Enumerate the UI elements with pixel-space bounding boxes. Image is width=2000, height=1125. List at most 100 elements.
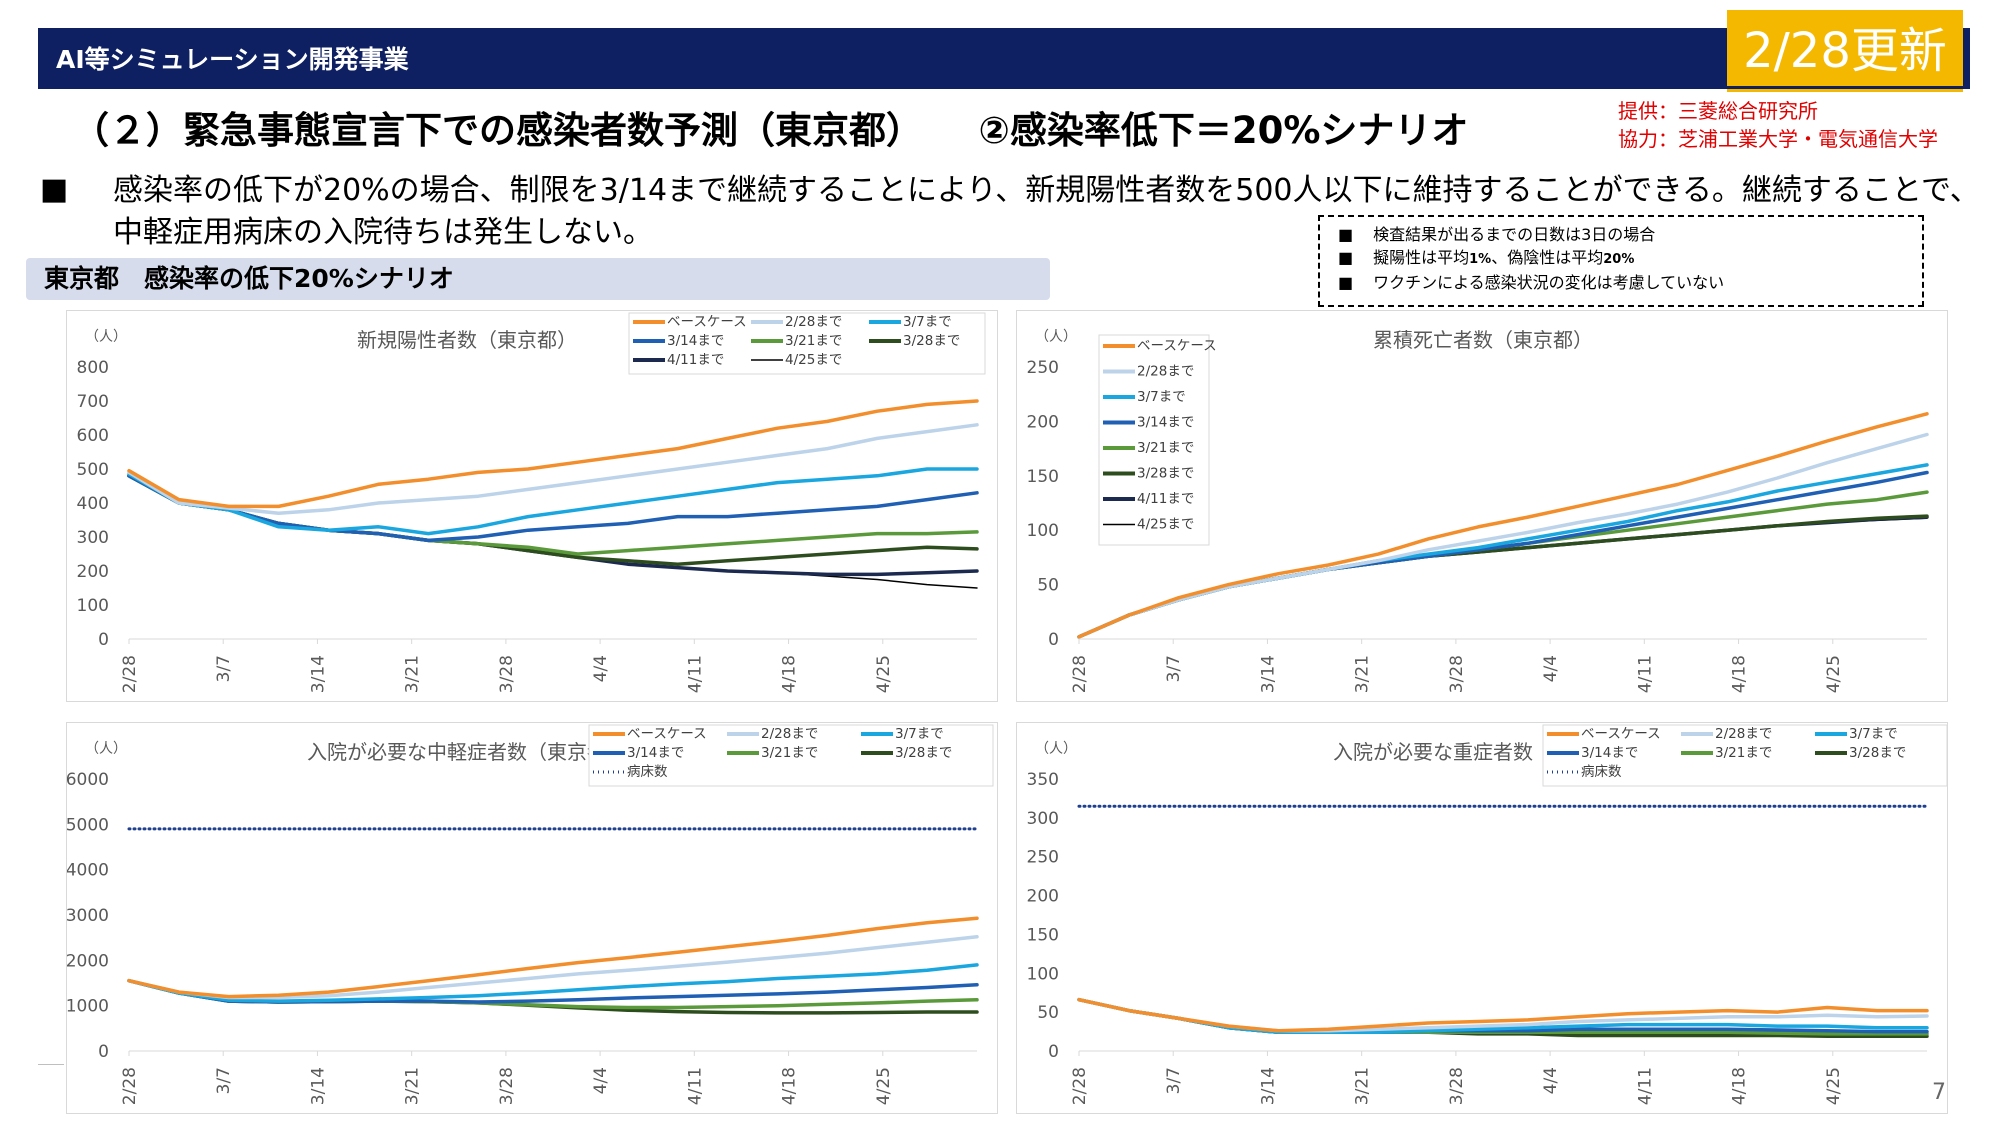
legend-label: 3/14まで xyxy=(1581,745,1638,761)
legend-label: 病床数 xyxy=(1581,764,1622,780)
legend-box xyxy=(628,312,986,375)
x-tick-label: 4/25 xyxy=(874,1067,894,1105)
x-tick-label: 3/21 xyxy=(403,1067,423,1105)
legend-box xyxy=(1542,724,1948,787)
legend-label: 3/7まで xyxy=(903,314,952,330)
series-line-c314 xyxy=(127,474,979,543)
legend-label: 病床数 xyxy=(627,764,668,780)
y-tick-label: 200 xyxy=(1027,887,1059,907)
legend-label: 3/28まで xyxy=(1849,745,1906,761)
chart-title: 新規陽性者数（東京都） xyxy=(357,328,577,352)
x-tick-label: 2/28 xyxy=(120,1067,140,1105)
y-tick-label: 50 xyxy=(1037,1003,1059,1023)
chart-title: 入院が必要な中軽症者数（東京都） xyxy=(307,740,627,764)
series-line-base xyxy=(127,916,979,999)
x-tick-label: 3/28 xyxy=(1447,1067,1467,1105)
note-row: ■ ワクチンによる感染状況の変化は考慮していない xyxy=(1338,271,1912,294)
note-part-bold: 1% xyxy=(1469,252,1492,267)
legend-label: 3/21まで xyxy=(761,745,818,761)
x-tick-label: 4/18 xyxy=(780,1067,800,1105)
note-text: ワクチンによる感染状況の変化は考慮していない xyxy=(1373,273,1725,292)
legend-label: 2/28まで xyxy=(1137,364,1194,380)
x-tick-label: 4/4 xyxy=(591,1067,611,1094)
legend-label: 2/28まで xyxy=(785,314,842,330)
legend-label: 3/7まで xyxy=(1137,389,1186,405)
chart-svg: 新規陽性者数（東京都） （人） 0 100 200 300 400 500 600 700 800 2… xyxy=(77,312,986,693)
note-text: 検査結果が出るまでの日数は3日の場合 xyxy=(1373,225,1656,244)
series-line-c228 xyxy=(127,423,979,515)
y-tick-label: 300 xyxy=(77,528,109,548)
y-tick-label: 150 xyxy=(1027,467,1059,487)
y-tick-label: 700 xyxy=(77,392,109,412)
series-line-base xyxy=(1077,412,1929,639)
x-tick-label: 3/21 xyxy=(403,655,423,693)
x-tick-label: 4/25 xyxy=(874,655,894,693)
section-label: 東京都 感染率の低下20%シナリオ xyxy=(26,258,1050,300)
legend-label: ベースケース xyxy=(667,314,747,330)
chart-svg: 累積死亡者数（東京都） （人） 0 50 100 150 200 250 2/28 3/7 3/14… xyxy=(1027,328,1929,693)
note-row: ■ 擬陽性は平均1%、偽陰性は平均20% xyxy=(1338,246,1912,271)
note-bullet: ■ xyxy=(1338,248,1354,267)
x-tick-label: 4/25 xyxy=(1824,655,1844,693)
x-tick-label: 3/21 xyxy=(1353,1067,1373,1105)
x-tick-label: 3/28 xyxy=(497,655,517,693)
legend-label: ベースケース xyxy=(1137,338,1217,354)
legend-label: 4/11まで xyxy=(667,352,724,368)
y-tick-label: 100 xyxy=(1027,964,1059,984)
legend-label: 3/7まで xyxy=(1849,726,1898,742)
y-tick-label: 1000 xyxy=(67,997,109,1017)
series-line-c228 xyxy=(1077,432,1929,639)
legend-label: 3/21まで xyxy=(785,333,842,349)
y-tick-label: 0 xyxy=(98,1042,109,1062)
y-tick-label: 200 xyxy=(1027,412,1059,432)
legend: ベースケース 2/28まで 3/7まで 3/14まで 3/21まで 3/28まで 4/11ま… xyxy=(1098,334,1217,546)
y-tick-label: 100 xyxy=(77,596,109,616)
series-line-c425 xyxy=(128,475,978,589)
moderate-hospitalized-chart: 入院が必要な中軽症者数（東京都） （人） 0 1000 2000 3000 4000 5000… xyxy=(66,722,998,1114)
x-tick-label: 4/11 xyxy=(685,655,705,693)
y-tick-label: 50 xyxy=(1037,576,1059,596)
cumulative-deaths-chart: 累積死亡者数（東京都） （人） 0 50 100 150 200 250 2/28 3/7 3/14… xyxy=(1016,310,1948,702)
legend-label: 3/28まで xyxy=(903,333,960,349)
description-bullet: ■ xyxy=(40,172,69,207)
x-tick-label: 4/11 xyxy=(685,1067,705,1105)
x-tick-label: 3/7 xyxy=(1164,1067,1184,1094)
new-positives-chart: 新規陽性者数（東京都） （人） 0 100 200 300 400 500 600 700 800 2… xyxy=(66,310,998,702)
legend-label: 3/14まで xyxy=(1137,415,1194,431)
x-tick-label: 3/7 xyxy=(1164,655,1184,682)
y-axis-label: （人） xyxy=(85,741,127,757)
y-axis-label: （人） xyxy=(1035,741,1077,757)
series-line-c37 xyxy=(127,467,979,536)
y-tick-label: 200 xyxy=(77,562,109,582)
x-tick-label: 2/28 xyxy=(1070,1067,1090,1105)
y-tick-label: 6000 xyxy=(67,770,109,790)
note-bullet: ■ xyxy=(1338,273,1354,292)
x-tick-label: 2/28 xyxy=(120,655,140,693)
credits: 提供：三菱総合研究所 協力：芝浦工業大学・電気通信大学 xyxy=(1618,97,1938,153)
note-bullet: ■ xyxy=(1338,225,1354,244)
credit-provider: 提供：三菱総合研究所 xyxy=(1618,99,1818,123)
legend-label: 3/28まで xyxy=(895,745,952,761)
x-tick-label: 3/28 xyxy=(1447,655,1467,693)
x-tick-label: 3/7 xyxy=(214,1067,234,1094)
legend-label: 4/25まで xyxy=(1137,517,1194,533)
legend-label: 2/28まで xyxy=(761,726,818,742)
legend-label: 3/14まで xyxy=(627,745,684,761)
y-tick-label: 4000 xyxy=(67,861,109,881)
chart-title: 累積死亡者数（東京都） xyxy=(1373,328,1593,352)
legend-label: 3/28まで xyxy=(1137,466,1194,482)
y-tick-label: 500 xyxy=(77,460,109,480)
series-line-c411 xyxy=(127,474,979,577)
x-tick-label: 3/28 xyxy=(497,1067,517,1105)
y-tick-label: 400 xyxy=(77,494,109,514)
legend-label: 3/21まで xyxy=(1137,440,1194,456)
x-tick-label: 4/18 xyxy=(1730,1067,1750,1105)
header-title: AI等シミュレーション開発事業 xyxy=(56,45,409,74)
legend-label: 2/28まで xyxy=(1715,726,1772,742)
y-tick-label: 0 xyxy=(1048,630,1059,650)
update-badge: 2/28更新 xyxy=(1727,10,1963,92)
y-axis-label: （人） xyxy=(85,329,127,345)
series-line-c37 xyxy=(127,963,979,1003)
